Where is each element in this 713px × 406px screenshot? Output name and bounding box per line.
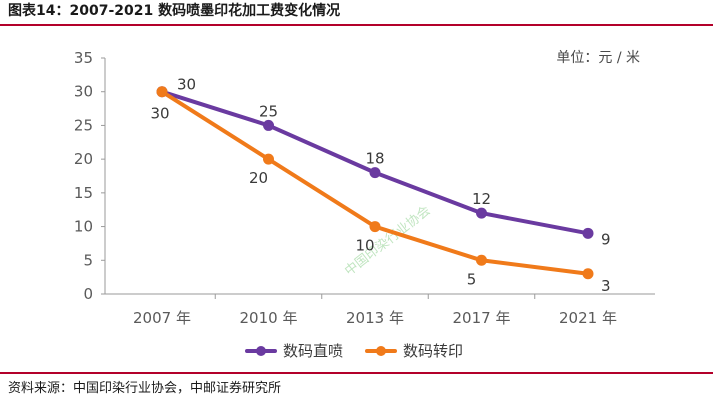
x-tick-label: 2013 年: [346, 309, 404, 327]
y-tick-label: 10: [74, 218, 93, 236]
y-tick-label: 20: [74, 150, 93, 168]
series-1-point: [476, 207, 487, 219]
figure-title: 图表14：2007-2021 数码喷墨印花加工费变化情况: [8, 3, 341, 19]
series-1-data-label: 25: [259, 102, 278, 120]
legend-label: 数码转印: [403, 342, 463, 360]
bottom-rule: [0, 372, 713, 374]
series-1-data-label: 30: [177, 76, 196, 94]
x-tick-label: 2021 年: [559, 309, 617, 327]
series-2-point: [263, 153, 274, 165]
series-2-point: [369, 221, 381, 233]
legend-swatch-marker: [256, 346, 266, 356]
series-2-data-label: 10: [355, 237, 374, 255]
series-1-data-label: 9: [601, 230, 611, 248]
series-1-point: [582, 227, 594, 239]
source-note: 资料来源：中国印染行业协会，中邮证券研究所: [8, 381, 282, 396]
legend-swatch-marker: [376, 346, 386, 356]
y-tick-label: 25: [74, 116, 93, 134]
y-tick-label: 5: [83, 251, 93, 269]
series-1-point: [263, 119, 274, 131]
series-2-point: [156, 86, 168, 98]
x-tick-label: 2007 年: [133, 309, 191, 327]
unit-label: 单位：元 / 米: [556, 50, 640, 66]
top-rule: [0, 24, 713, 26]
y-tick-label: 30: [74, 83, 93, 101]
series-2-data-label: 3: [601, 277, 611, 295]
series-1-point: [369, 167, 381, 179]
series-2-point: [582, 268, 594, 280]
series-2-data-label: 20: [249, 169, 268, 187]
legend-label: 数码直喷: [283, 342, 343, 360]
y-tick-label: 35: [74, 49, 93, 67]
series-2-data-label: 30: [150, 105, 169, 123]
y-tick-label: 15: [74, 184, 93, 202]
y-tick-label: 0: [83, 285, 93, 303]
series-1-data-label: 12: [472, 190, 491, 208]
series-1-data-label: 18: [365, 150, 384, 168]
series-2-data-label: 5: [467, 270, 477, 288]
x-tick-label: 2017 年: [453, 309, 511, 327]
series-2-point: [476, 254, 487, 266]
x-tick-label: 2010 年: [240, 309, 298, 327]
